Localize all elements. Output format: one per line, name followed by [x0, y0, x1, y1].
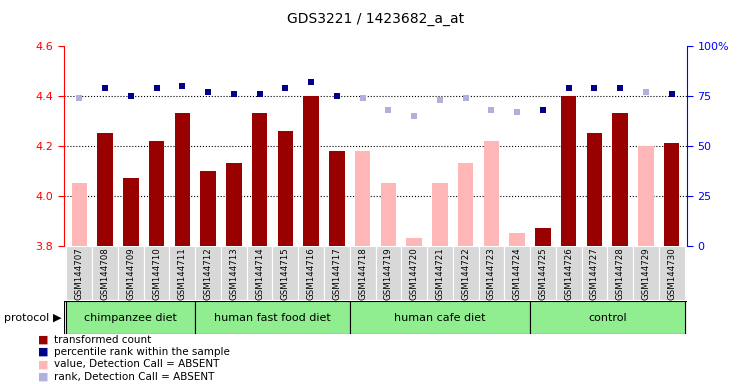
- Bar: [556, 246, 581, 300]
- Bar: [350, 301, 530, 334]
- Text: percentile rank within the sample: percentile rank within the sample: [54, 347, 230, 357]
- Text: GSM144717: GSM144717: [333, 247, 342, 300]
- Bar: [226, 164, 242, 246]
- Text: GSM144725: GSM144725: [538, 247, 547, 300]
- Bar: [432, 184, 448, 246]
- Text: rank, Detection Call = ABSENT: rank, Detection Call = ABSENT: [54, 372, 215, 382]
- Bar: [123, 178, 138, 246]
- Text: GSM144724: GSM144724: [513, 247, 522, 300]
- Bar: [174, 114, 190, 246]
- Bar: [608, 246, 633, 300]
- Bar: [484, 141, 499, 246]
- Text: GSM144710: GSM144710: [152, 247, 161, 300]
- Bar: [406, 238, 422, 246]
- Text: human cafe diet: human cafe diet: [394, 313, 486, 323]
- Text: GSM144722: GSM144722: [461, 247, 470, 300]
- Bar: [478, 246, 504, 300]
- Bar: [587, 134, 602, 246]
- Bar: [195, 246, 221, 300]
- Text: GSM144711: GSM144711: [178, 247, 187, 300]
- Bar: [376, 246, 401, 300]
- Bar: [298, 246, 324, 300]
- Text: GSM144721: GSM144721: [436, 247, 445, 300]
- Text: GSM144708: GSM144708: [101, 247, 110, 300]
- Bar: [278, 131, 293, 246]
- Bar: [252, 114, 267, 246]
- Bar: [92, 246, 118, 300]
- Bar: [530, 246, 556, 300]
- Bar: [664, 144, 680, 246]
- Bar: [324, 246, 350, 300]
- Text: protocol: protocol: [4, 313, 49, 323]
- Text: GSM144714: GSM144714: [255, 247, 264, 300]
- Text: human fast food diet: human fast food diet: [214, 313, 331, 323]
- Bar: [201, 171, 216, 246]
- Text: GSM144730: GSM144730: [667, 247, 676, 300]
- Bar: [118, 246, 143, 300]
- Text: GSM144723: GSM144723: [487, 247, 496, 300]
- Bar: [350, 246, 376, 300]
- Text: ▶: ▶: [53, 313, 61, 323]
- Bar: [247, 246, 273, 300]
- Text: GSM144720: GSM144720: [409, 247, 418, 300]
- Text: ■: ■: [38, 335, 48, 345]
- Bar: [427, 246, 453, 300]
- Bar: [195, 301, 350, 334]
- Text: GSM144713: GSM144713: [229, 247, 238, 300]
- Text: GSM144728: GSM144728: [616, 247, 625, 300]
- Bar: [66, 246, 92, 300]
- Bar: [613, 114, 628, 246]
- Text: GSM144726: GSM144726: [564, 247, 573, 300]
- Bar: [638, 146, 653, 246]
- Text: GSM144716: GSM144716: [306, 247, 315, 300]
- Bar: [71, 184, 87, 246]
- Bar: [221, 246, 247, 300]
- Bar: [581, 246, 608, 300]
- Bar: [401, 246, 427, 300]
- Text: ■: ■: [38, 372, 48, 382]
- Text: ■: ■: [38, 347, 48, 357]
- Bar: [355, 151, 370, 246]
- Text: control: control: [588, 313, 626, 323]
- Text: GSM144709: GSM144709: [126, 247, 135, 300]
- Bar: [170, 246, 195, 300]
- Bar: [143, 246, 170, 300]
- Bar: [329, 151, 345, 246]
- Text: GSM144719: GSM144719: [384, 247, 393, 300]
- Text: transformed count: transformed count: [54, 335, 151, 345]
- Bar: [530, 301, 685, 334]
- Bar: [273, 246, 298, 300]
- Bar: [381, 184, 396, 246]
- Bar: [509, 233, 525, 246]
- Text: GSM144715: GSM144715: [281, 247, 290, 300]
- Bar: [98, 134, 113, 246]
- Text: GSM144712: GSM144712: [204, 247, 213, 300]
- Text: chimpanzee diet: chimpanzee diet: [84, 313, 177, 323]
- Bar: [149, 141, 164, 246]
- Text: GSM144727: GSM144727: [590, 247, 599, 300]
- Bar: [561, 96, 577, 246]
- Bar: [66, 301, 195, 334]
- Bar: [303, 96, 319, 246]
- Bar: [453, 246, 478, 300]
- Bar: [458, 164, 473, 246]
- Bar: [633, 246, 659, 300]
- Text: GSM144729: GSM144729: [641, 247, 650, 300]
- Text: ■: ■: [38, 359, 48, 369]
- Text: GSM144718: GSM144718: [358, 247, 367, 300]
- Bar: [504, 246, 530, 300]
- Bar: [659, 246, 685, 300]
- Text: GSM144707: GSM144707: [75, 247, 84, 300]
- Text: GDS3221 / 1423682_a_at: GDS3221 / 1423682_a_at: [287, 12, 464, 25]
- Bar: [535, 228, 550, 246]
- Text: value, Detection Call = ABSENT: value, Detection Call = ABSENT: [54, 359, 219, 369]
